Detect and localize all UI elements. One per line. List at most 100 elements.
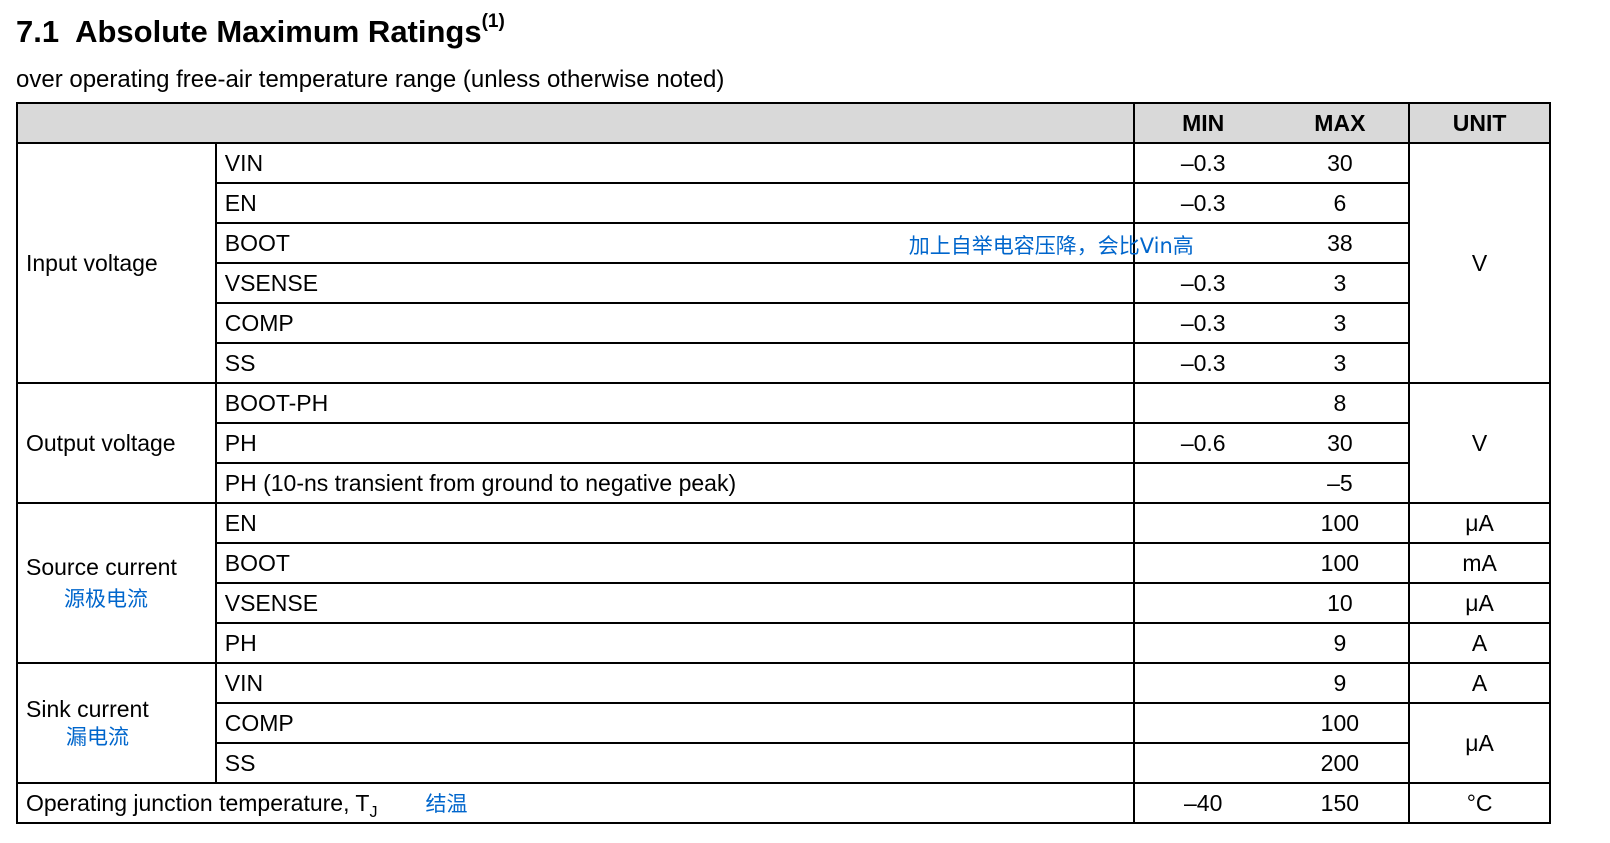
max-cell: 30 — [1271, 422, 1411, 464]
section-number: 7.1 — [16, 14, 60, 49]
unit-cell: V — [1408, 142, 1551, 384]
param-cell: SS — [214, 742, 1135, 784]
table-row: EN –0.3 6 — [17, 182, 1550, 224]
junction-temp-label: Operating junction temperature, TJ 结温 — [16, 782, 1135, 824]
junction-temp-subscript: J — [369, 804, 378, 821]
max-cell: –5 — [1271, 462, 1411, 504]
table-row: BOOT 100 mA — [17, 542, 1551, 584]
table-row: COMP 100 μA — [17, 702, 1551, 784]
table-row: PH 9 A — [17, 622, 1551, 664]
max-cell: 10 — [1271, 582, 1411, 624]
max-cell: 3 — [1271, 342, 1411, 384]
table-row: VSENSE –0.3 3 — [17, 262, 1550, 304]
param-cell: VIN — [214, 662, 1135, 704]
table-row: Operating junction temperature, TJ 结温 –40… — [16, 782, 1551, 824]
header-max: MAX — [1271, 102, 1411, 144]
group-label: Input voltage — [26, 249, 158, 276]
header-min: MIN — [1132, 102, 1272, 144]
footnote-ref: (1) — [481, 10, 505, 32]
table-row: Source current 源极电流 EN 100 μA — [16, 502, 1551, 664]
table-row: SS –0.3 3 — [17, 342, 1550, 384]
header-unit: UNIT — [1408, 102, 1551, 144]
min-cell — [1132, 462, 1272, 504]
max-cell: 200 — [1271, 742, 1411, 784]
table-row: Input voltage VIN –0.3 30 V — [16, 142, 1551, 384]
param-cell: BOOT — [214, 542, 1135, 584]
param-cell: COMP — [214, 702, 1135, 744]
table-row: Output voltage BOOT-PH 8 V — [16, 382, 1551, 504]
unit-cell: A — [1408, 622, 1551, 664]
max-cell: 8 — [1271, 382, 1411, 424]
min-cell: –0.6 — [1132, 422, 1272, 464]
min-cell — [1132, 582, 1272, 624]
param-cell: EN — [214, 502, 1135, 544]
table-row: VSENSE 10 μA — [17, 582, 1551, 624]
group-input-voltage: Input voltage — [16, 142, 217, 384]
junction-temp-annotation: 结温 — [425, 792, 468, 816]
group-sink-current: Sink current 漏电流 — [16, 662, 217, 784]
param-cell: BOOT 加上自举电容压降，会比Vin高 — [214, 222, 1194, 264]
param-cell: COMP — [214, 302, 1135, 344]
group-label: Sink current — [26, 695, 149, 722]
max-cell: 100 — [1271, 502, 1411, 544]
min-cell — [1132, 382, 1272, 424]
unit-cell: μA — [1408, 702, 1551, 784]
param-cell: SS — [214, 342, 1135, 384]
max-cell: 6 — [1271, 182, 1411, 224]
max-cell: 150 — [1271, 782, 1411, 824]
unit-cell: A — [1408, 662, 1551, 704]
max-cell: 9 — [1271, 662, 1411, 704]
section-title: 7.1 Absolute Maximum Ratings(1) — [16, 10, 505, 50]
section-title-text: Absolute Maximum Ratings — [75, 14, 482, 49]
min-cell — [1132, 502, 1272, 544]
table-row: PH –0.6 30 — [17, 422, 1550, 464]
group-source-current: Source current 源极电流 — [16, 502, 217, 664]
param-label: BOOT — [224, 229, 290, 256]
unit-cell: mA — [1408, 542, 1551, 584]
max-cell: 3 — [1271, 262, 1411, 304]
min-cell — [1132, 622, 1272, 664]
section-subtitle: over operating free-air temperature rang… — [16, 66, 725, 93]
table-row: PH (10-ns transient from ground to negat… — [17, 462, 1550, 504]
unit-cell: V — [1408, 382, 1551, 504]
table-header-row: MIN MAX UNIT — [16, 102, 1551, 144]
param-cell: EN — [214, 182, 1135, 224]
param-cell: PH — [214, 422, 1135, 464]
table-row: COMP –0.3 3 — [17, 302, 1550, 344]
max-cell: 100 — [1271, 542, 1411, 584]
ratings-table: MIN MAX UNIT Input voltage VIN –0.3 30 V… — [16, 102, 1551, 824]
table-row: BOOT 加上自举电容压降，会比Vin高 38 — [17, 222, 1550, 264]
boot-annotation: 加上自举电容压降，会比Vin高 — [908, 234, 1194, 258]
table-row: Sink current 漏电流 VIN 9 A — [16, 662, 1551, 784]
min-cell: –0.3 — [1132, 142, 1272, 184]
param-cell: VSENSE — [214, 262, 1135, 304]
max-cell: 38 — [1271, 222, 1411, 264]
junction-temp-text: Operating junction temperature, T — [26, 790, 370, 816]
min-cell — [1132, 542, 1272, 584]
min-cell — [1132, 742, 1272, 784]
sink-current-annotation: 漏电流 — [66, 724, 129, 749]
min-cell: –0.3 — [1132, 182, 1272, 224]
param-cell: VSENSE — [214, 582, 1135, 624]
source-current-annotation: 源极电流 — [64, 586, 148, 611]
max-cell: 3 — [1271, 302, 1411, 344]
header-blank — [16, 102, 1135, 144]
group-label: Source current — [26, 553, 177, 580]
max-cell: 100 — [1271, 702, 1411, 744]
max-cell: 9 — [1271, 622, 1411, 664]
table-row: SS 200 — [17, 742, 1550, 784]
unit-cell: μA — [1408, 582, 1551, 624]
min-cell — [1132, 662, 1272, 704]
param-cell: PH (10-ns transient from ground to negat… — [214, 462, 1135, 504]
min-cell: –0.3 — [1132, 302, 1272, 344]
group-label: Output voltage — [26, 429, 176, 456]
group-output-voltage: Output voltage — [16, 382, 217, 504]
unit-cell: °C — [1408, 782, 1551, 824]
min-cell: –40 — [1132, 782, 1272, 824]
param-cell: BOOT-PH — [214, 382, 1135, 424]
min-cell: –0.3 — [1132, 262, 1272, 304]
param-cell: VIN — [214, 142, 1135, 184]
max-cell: 30 — [1271, 142, 1411, 184]
min-cell — [1132, 222, 1272, 264]
param-cell: PH — [214, 622, 1135, 664]
